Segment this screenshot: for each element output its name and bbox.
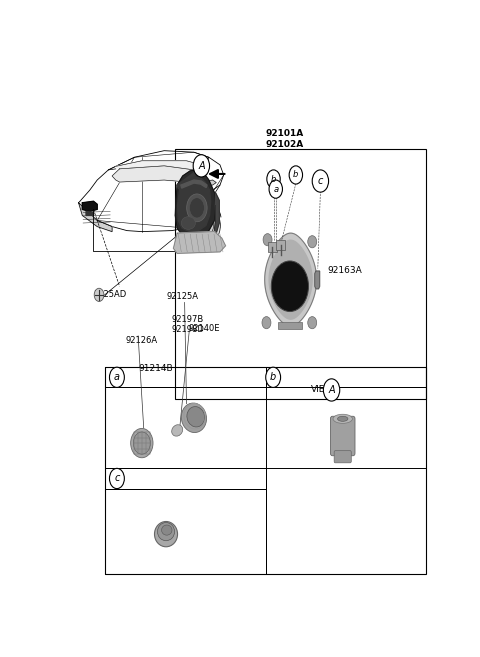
Bar bbox=[105, 468, 266, 489]
Circle shape bbox=[312, 170, 329, 192]
Polygon shape bbox=[264, 233, 317, 327]
Ellipse shape bbox=[181, 403, 206, 432]
Circle shape bbox=[193, 155, 210, 177]
Polygon shape bbox=[112, 166, 198, 183]
Ellipse shape bbox=[155, 522, 178, 547]
Circle shape bbox=[271, 261, 309, 311]
Text: 92140E: 92140E bbox=[188, 325, 220, 333]
Polygon shape bbox=[178, 177, 211, 232]
Ellipse shape bbox=[181, 217, 195, 229]
Ellipse shape bbox=[190, 198, 204, 218]
Circle shape bbox=[269, 180, 282, 198]
Text: c: c bbox=[318, 176, 323, 186]
Polygon shape bbox=[83, 201, 97, 212]
Polygon shape bbox=[177, 170, 207, 189]
Polygon shape bbox=[173, 232, 226, 254]
Text: 92126A: 92126A bbox=[125, 336, 157, 345]
Circle shape bbox=[200, 216, 214, 235]
Polygon shape bbox=[215, 193, 219, 233]
Circle shape bbox=[308, 236, 317, 248]
Ellipse shape bbox=[172, 424, 183, 436]
Circle shape bbox=[94, 288, 104, 302]
Ellipse shape bbox=[131, 428, 153, 458]
Polygon shape bbox=[269, 240, 312, 319]
Text: b: b bbox=[293, 170, 299, 179]
Bar bbox=[276, 240, 285, 250]
Ellipse shape bbox=[162, 525, 172, 535]
FancyBboxPatch shape bbox=[330, 417, 355, 456]
Polygon shape bbox=[202, 180, 216, 185]
Polygon shape bbox=[175, 170, 216, 238]
Ellipse shape bbox=[133, 432, 150, 454]
Text: 1125AD: 1125AD bbox=[94, 290, 127, 300]
Polygon shape bbox=[86, 212, 94, 215]
Text: 92163A: 92163A bbox=[328, 265, 362, 275]
Text: A: A bbox=[328, 385, 335, 395]
Bar bbox=[268, 242, 277, 252]
Ellipse shape bbox=[187, 194, 207, 222]
Text: VIEW: VIEW bbox=[311, 386, 335, 394]
Text: 92197B
92198D: 92197B 92198D bbox=[172, 315, 204, 334]
Bar bbox=[105, 367, 266, 388]
Text: c: c bbox=[114, 474, 120, 484]
Bar bbox=[105, 367, 426, 574]
Bar bbox=[175, 148, 426, 399]
FancyBboxPatch shape bbox=[334, 451, 351, 463]
Bar bbox=[105, 489, 266, 574]
Circle shape bbox=[109, 468, 124, 489]
Circle shape bbox=[263, 234, 272, 246]
Bar bbox=[266, 367, 426, 388]
Bar bbox=[277, 322, 302, 329]
Text: 91214B: 91214B bbox=[138, 364, 173, 373]
Circle shape bbox=[262, 317, 271, 328]
Circle shape bbox=[267, 170, 280, 188]
Ellipse shape bbox=[337, 417, 348, 421]
Bar bbox=[105, 388, 426, 468]
Text: 92101A
92102A: 92101A 92102A bbox=[266, 129, 304, 148]
Polygon shape bbox=[116, 161, 202, 170]
Text: a: a bbox=[114, 373, 120, 382]
Circle shape bbox=[193, 208, 220, 244]
Text: a: a bbox=[273, 185, 278, 194]
Text: A: A bbox=[198, 161, 204, 171]
Ellipse shape bbox=[187, 407, 204, 427]
Circle shape bbox=[289, 166, 302, 184]
Polygon shape bbox=[79, 203, 112, 232]
Polygon shape bbox=[315, 271, 320, 289]
Text: b: b bbox=[270, 373, 276, 382]
Circle shape bbox=[109, 367, 124, 388]
Circle shape bbox=[324, 379, 340, 401]
Polygon shape bbox=[181, 180, 207, 188]
Circle shape bbox=[266, 367, 281, 388]
Ellipse shape bbox=[333, 415, 352, 423]
Text: b: b bbox=[271, 175, 276, 183]
Circle shape bbox=[308, 317, 317, 328]
Ellipse shape bbox=[157, 522, 175, 541]
Text: 92125A: 92125A bbox=[166, 292, 198, 302]
